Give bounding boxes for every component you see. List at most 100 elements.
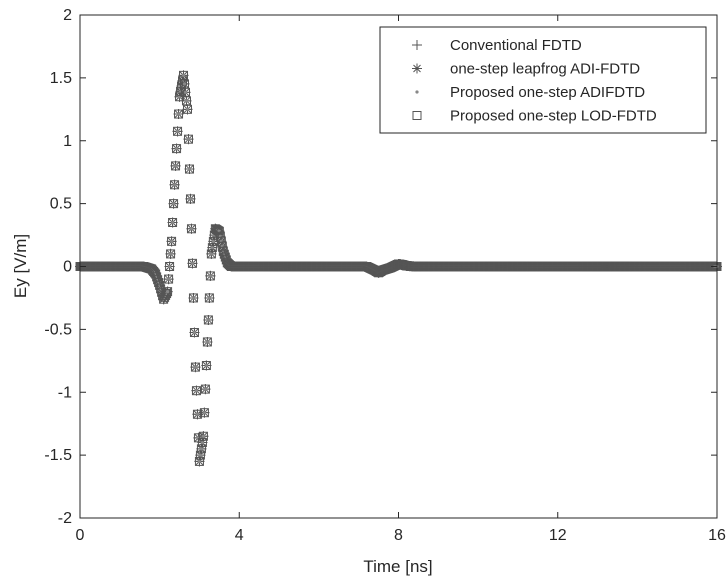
marker-dot-126	[203, 387, 208, 391]
marker-dot-130	[207, 296, 211, 300]
marker-square-123	[197, 438, 207, 448]
marker-dot-122	[199, 447, 204, 451]
marker-dot-110	[187, 167, 192, 171]
legend-marker-1	[412, 63, 422, 74]
marker-dot-132	[209, 252, 213, 256]
marker-dot-116	[193, 365, 198, 369]
marker-square-94	[169, 199, 179, 209]
data-markers	[75, 70, 722, 467]
marker-dot-128	[205, 340, 209, 344]
x-tick-label-0: 0	[76, 527, 85, 544]
marker-square-108	[182, 104, 192, 114]
x-tick-label-1: 4	[235, 527, 244, 544]
y-axis-label: Ey [V/m]	[11, 234, 30, 298]
y-tick-label-2: -1	[58, 384, 72, 401]
marker-dot-133	[210, 246, 214, 250]
marker-square-132	[206, 249, 216, 259]
y-tick-label-1: -1.5	[44, 447, 72, 464]
marker-dot-115	[192, 330, 197, 335]
marker-square-117	[191, 386, 201, 396]
legend: Conventional FDTD one-step leapfrog ADI-F…	[379, 26, 707, 134]
marker-dot-129	[206, 318, 210, 322]
marker-square-88	[163, 287, 173, 297]
marker-dot-120	[197, 459, 202, 464]
marker-square-87	[162, 289, 172, 299]
marker-square-109	[183, 134, 193, 144]
marker-dot-114	[191, 296, 196, 300]
marker-dot-134	[211, 239, 215, 243]
marker-dot-118	[195, 412, 200, 416]
marker-dot-107	[184, 99, 189, 103]
legend-label-2: Proposed one-step ADIFDTD	[450, 84, 645, 101]
marker-square-127	[201, 361, 211, 371]
marker-square-97	[172, 144, 182, 154]
marker-dot-113	[190, 261, 195, 265]
marker-dot-108	[185, 107, 190, 111]
marker-square-91	[166, 249, 176, 259]
marker-dot-94	[171, 202, 176, 206]
marker-square-121	[195, 450, 205, 460]
marker-square-130	[204, 293, 214, 303]
x-axis-label: Time [ns]	[363, 557, 432, 576]
marker-dot-104	[181, 73, 186, 77]
marker-dot-89	[166, 277, 171, 281]
marker-dot-91	[168, 252, 173, 256]
marker-square-116	[190, 362, 200, 372]
marker-square-92	[167, 236, 177, 246]
legend-marker-3	[412, 111, 422, 120]
marker-square-90	[165, 262, 175, 271]
marker-dot-97	[174, 147, 179, 151]
marker-dot-125	[202, 411, 207, 415]
y-tick-label-3: -0.5	[44, 321, 72, 338]
marker-square-89	[164, 274, 174, 284]
y-tick-label-4: 0	[63, 259, 72, 276]
marker-dot-105	[182, 82, 187, 86]
x-tick-label-4: 16	[708, 527, 726, 544]
y-tick-label-6: 1	[63, 133, 72, 150]
marker-square-113	[187, 258, 197, 268]
x-tick-label-2: 8	[394, 527, 403, 544]
marker-square-111	[185, 194, 195, 204]
marker-dot-117	[194, 389, 199, 393]
marker-dot-123	[200, 440, 205, 445]
legend-label-0: Conventional FDTD	[450, 37, 582, 54]
legend-label-3: Proposed one-step LOD-FDTD	[450, 108, 657, 125]
marker-square-124	[198, 431, 208, 441]
marker-square-96	[171, 161, 181, 171]
marker-dot-95	[172, 183, 177, 187]
marker-dot-106	[183, 90, 188, 94]
axis-ticks: 0 4 8 12 16 -2 -1.5 -1 -0.5 0 0.5 1 1.5 2	[44, 7, 726, 544]
marker-square-133	[207, 243, 217, 253]
legend-marker-2	[415, 90, 419, 94]
marker-square-114	[188, 293, 198, 303]
marker-dot-109	[186, 137, 191, 141]
marker-square-131	[205, 271, 215, 281]
legend-marker-0	[412, 40, 422, 50]
marker-dot-88	[165, 290, 170, 294]
marker-square-98	[173, 126, 183, 136]
marker-square-110	[184, 164, 194, 174]
marker-dot-111	[188, 197, 193, 201]
marker-square-126	[200, 384, 210, 394]
marker-dot-98	[175, 129, 180, 133]
legend-label-1: one-step leapfrog ADI-FDTD	[450, 61, 640, 78]
marker-square-95	[170, 180, 180, 190]
marker-dot-90	[167, 264, 172, 269]
marker-square-122	[196, 444, 206, 454]
marker-dot-93	[170, 220, 175, 225]
marker-square-112	[186, 224, 196, 234]
legend-box	[379, 26, 707, 134]
marker-dot-92	[169, 239, 174, 243]
marker-square-129	[203, 315, 213, 325]
marker-square-120	[194, 456, 204, 466]
marker-dot-112	[189, 227, 194, 231]
marker-dot-121	[198, 453, 203, 457]
marker-dot-96	[173, 164, 178, 168]
x-tick-label-3: 12	[549, 527, 567, 544]
y-tick-label-5: 0.5	[50, 196, 72, 213]
marker-square-128	[202, 337, 212, 347]
marker-dot-124	[201, 434, 206, 438]
marker-square-99	[174, 109, 184, 119]
marker-square-118	[192, 409, 202, 419]
